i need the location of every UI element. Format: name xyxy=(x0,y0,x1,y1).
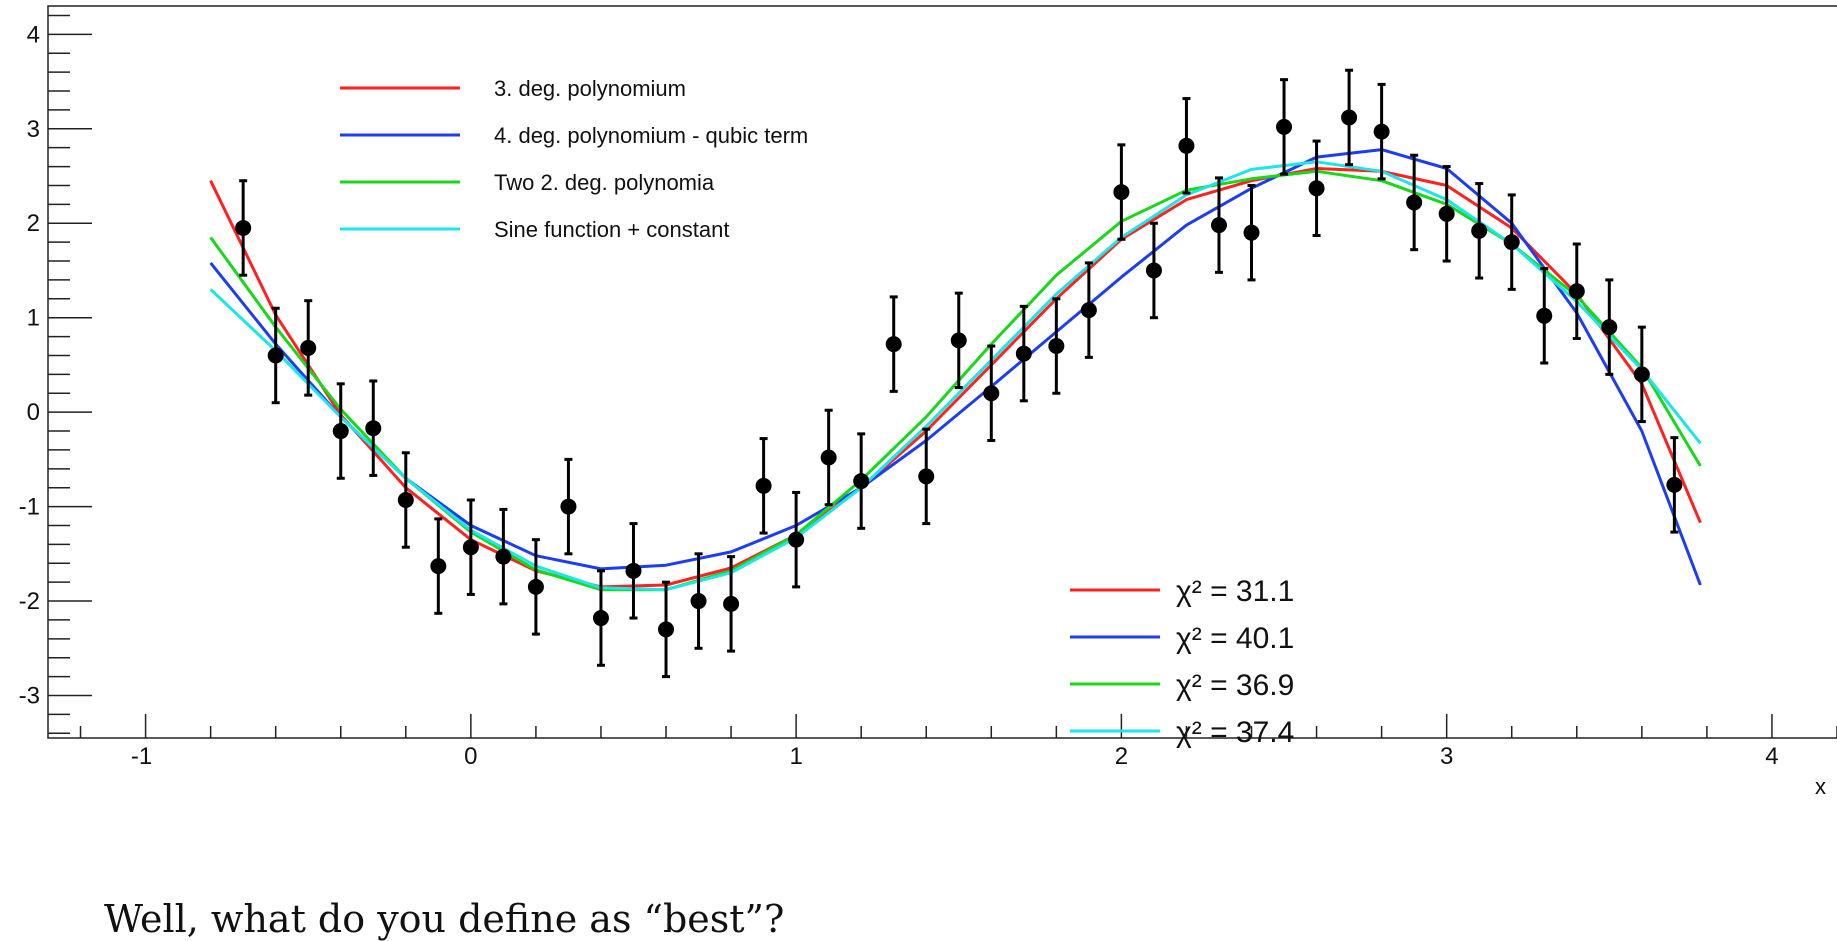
data-point xyxy=(983,385,1000,402)
data-point xyxy=(267,347,284,364)
x-tick-label: 4 xyxy=(1765,743,1778,770)
data-point xyxy=(1438,205,1455,222)
fit-curve-2 xyxy=(209,148,1702,586)
data-point xyxy=(1536,307,1553,324)
plot-frame xyxy=(47,5,1837,739)
data-point xyxy=(658,621,675,638)
data-point xyxy=(1178,137,1195,154)
data-point xyxy=(1633,366,1650,383)
data-point xyxy=(1503,234,1520,251)
data-point xyxy=(1080,302,1097,319)
data-point xyxy=(462,539,479,556)
legend-label-3: Two 2. deg. polynomia xyxy=(494,170,715,195)
legend-label-1: 3. deg. polynomium xyxy=(494,76,686,101)
data-point xyxy=(1048,338,1065,355)
chi2-label-2: χ² = 40.1 xyxy=(1176,622,1294,655)
data-point xyxy=(235,219,252,236)
chi2-label-4: χ² = 37.4 xyxy=(1176,716,1294,749)
chi2-label-3: χ² = 36.9 xyxy=(1176,669,1294,702)
data-point xyxy=(853,473,870,490)
data-point xyxy=(332,423,349,440)
data-point xyxy=(788,531,805,548)
x-tick-label: 3 xyxy=(1440,743,1453,770)
data-point xyxy=(625,562,642,579)
data-point xyxy=(1373,123,1390,140)
data-point xyxy=(1308,180,1325,197)
data-point xyxy=(1015,345,1032,362)
legend-label-2: 4. deg. polynomium - qubic term xyxy=(494,123,808,148)
y-tick-label: -1 xyxy=(19,494,40,521)
fit-curve-4 xyxy=(209,160,1702,592)
x-tick-label: -1 xyxy=(131,743,152,770)
data-point xyxy=(723,595,740,612)
chi2-label-1: χ² = 31.1 xyxy=(1176,575,1294,608)
data-point xyxy=(592,610,609,627)
y-tick-label: 0 xyxy=(27,399,40,426)
fit-curve-1 xyxy=(209,167,1702,589)
data-point xyxy=(495,548,512,565)
data-point xyxy=(1341,109,1358,126)
data-point xyxy=(1113,184,1130,201)
y-tick-label: 1 xyxy=(27,305,40,332)
x-tick-label: 1 xyxy=(789,743,802,770)
data-point xyxy=(1243,224,1260,241)
y-tick-label: 2 xyxy=(27,210,40,237)
data-point xyxy=(397,491,414,508)
y-tick-label: 3 xyxy=(27,116,40,143)
data-point xyxy=(885,336,902,353)
x-tick-label: 0 xyxy=(464,743,477,770)
data-point xyxy=(1666,476,1683,493)
x-axis-title: x xyxy=(1815,774,1826,799)
data-point xyxy=(755,477,772,494)
x-tick-label: 2 xyxy=(1115,743,1128,770)
data-point xyxy=(527,578,544,595)
data-point xyxy=(1568,283,1585,300)
data-point xyxy=(820,449,837,466)
legend-label-4: Sine function + constant xyxy=(494,217,729,242)
data-point xyxy=(950,332,967,349)
data-point xyxy=(1406,194,1423,211)
data-point xyxy=(1471,222,1488,239)
data-point xyxy=(690,593,707,610)
data-point xyxy=(1145,262,1162,279)
data-point xyxy=(560,498,577,515)
data-point xyxy=(300,339,317,356)
data-point xyxy=(430,558,447,575)
data-point xyxy=(918,468,935,485)
y-tick-label: -3 xyxy=(19,682,40,709)
data-point xyxy=(1276,118,1293,135)
data-point xyxy=(365,420,382,437)
data-point xyxy=(1210,217,1227,234)
y-tick-label: 4 xyxy=(27,21,40,48)
caption-text: Well, what do you define as “best”? xyxy=(104,897,785,941)
data-point xyxy=(1601,319,1618,336)
y-tick-label: -2 xyxy=(19,588,40,615)
